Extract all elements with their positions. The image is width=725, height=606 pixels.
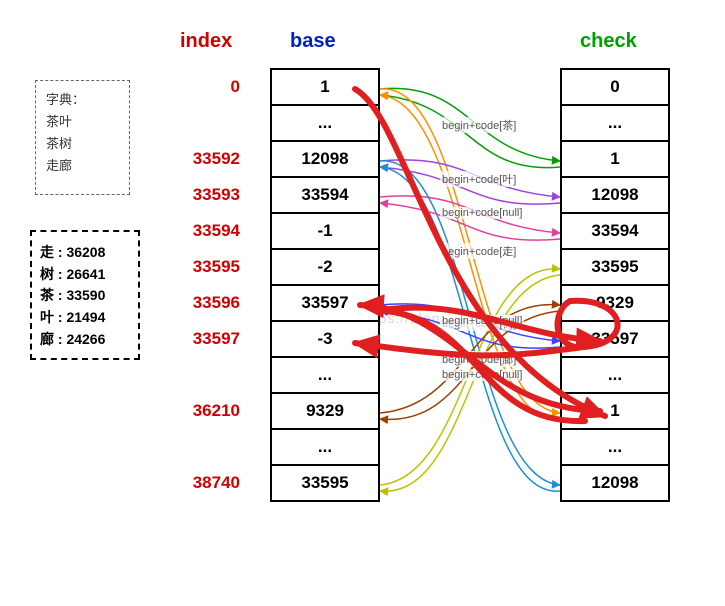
index-cell: 33597 — [160, 320, 250, 358]
index-cell: 33594 — [160, 212, 250, 250]
check-cell: ... — [560, 356, 670, 394]
dict-word: 茶树 — [46, 133, 119, 155]
check-cell: 9329 — [560, 284, 670, 322]
check-cell: 33594 — [560, 212, 670, 250]
index-cell: 36210 — [160, 392, 250, 430]
check-cell: ... — [560, 104, 670, 142]
index-cell — [160, 428, 250, 466]
charcode-box: 走 : 36208 树 : 26641 茶 : 33590 叶 : 21494 … — [30, 230, 140, 360]
index-cell: 33596 — [160, 284, 250, 322]
header-check: check — [580, 30, 637, 53]
check-cell: 33595 — [560, 248, 670, 286]
base-column: 1...1209833594-1-233597-3...9329...33595 — [270, 70, 380, 502]
check-cell: 1 — [560, 392, 670, 430]
base-cell: 33597 — [270, 284, 380, 322]
check-cell: 0 — [560, 68, 670, 106]
edge-label: begin+code[茶] — [440, 117, 518, 133]
base-cell: -1 — [270, 212, 380, 250]
base-cell: 9329 — [270, 392, 380, 430]
check-column: 0...1120983359433595932933597...1...1209… — [560, 70, 670, 502]
index-cell: 0 — [160, 68, 250, 106]
edge-label: begin+code[null] — [440, 315, 524, 327]
base-cell: 33594 — [270, 176, 380, 214]
dict-word: 茶叶 — [46, 111, 119, 133]
check-cell: 12098 — [560, 464, 670, 502]
index-cell — [160, 356, 250, 394]
dictionary-box: 字典： 茶叶 茶树 走廊 — [35, 80, 130, 195]
check-cell: 1 — [560, 140, 670, 178]
code-entry: 树 : 26641 — [40, 264, 130, 286]
dict-word: 走廊 — [46, 155, 119, 177]
code-entry: 叶 : 21494 — [40, 307, 130, 329]
index-cell: 33592 — [160, 140, 250, 178]
base-cell: ... — [270, 356, 380, 394]
edge-label: begin+code[null] — [440, 369, 524, 381]
base-cell: 33595 — [270, 464, 380, 502]
edge-label: begin+code[走] — [440, 243, 518, 259]
dict-title: 字典： — [46, 89, 119, 111]
check-cell: ... — [560, 428, 670, 466]
check-cell: 12098 — [560, 176, 670, 214]
index-column: 0 335923359333594335953359633597 36210 3874… — [160, 70, 250, 502]
index-cell: 33595 — [160, 248, 250, 286]
edge-label: begin+code[廊] — [440, 351, 518, 367]
index-cell: 33593 — [160, 176, 250, 214]
edge-label: begin+code[叶] — [440, 171, 518, 187]
base-cell: -2 — [270, 248, 380, 286]
code-entry: 廊 : 24266 — [40, 329, 130, 351]
base-cell: ... — [270, 104, 380, 142]
header-index: index — [180, 30, 232, 53]
index-cell — [160, 104, 250, 142]
header-base: base — [290, 30, 336, 53]
base-cell: ... — [270, 428, 380, 466]
code-entry: 茶 : 33590 — [40, 285, 130, 307]
base-cell: 12098 — [270, 140, 380, 178]
code-entry: 走 : 36208 — [40, 242, 130, 264]
check-cell: 33597 — [560, 320, 670, 358]
base-cell: -3 — [270, 320, 380, 358]
base-cell: 1 — [270, 68, 380, 106]
edge-label: begin+code[null] — [440, 207, 524, 219]
index-cell: 38740 — [160, 464, 250, 502]
